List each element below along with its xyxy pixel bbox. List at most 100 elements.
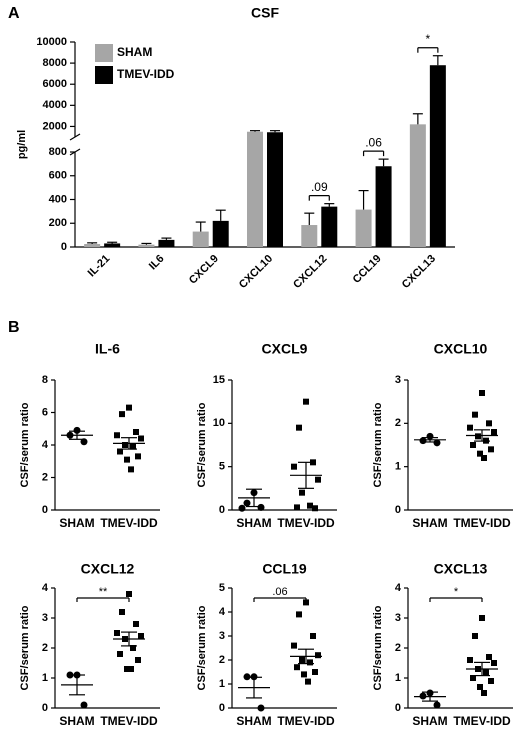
data-point (122, 442, 128, 448)
data-point (305, 678, 311, 685)
data-point (312, 669, 318, 675)
data-point (433, 439, 441, 447)
y-axis-label: CSF/serum ratio (372, 605, 384, 690)
y-tick-upper-label: 6000 (43, 78, 67, 90)
x-tick-label: IL-21 (86, 253, 113, 280)
significance-label: * (454, 586, 459, 598)
axis-break (69, 133, 81, 141)
data-point (303, 599, 309, 606)
y-tick-label: 600 (49, 170, 67, 182)
data-point (315, 652, 321, 659)
y-axis-label: CSF/serum ratio (19, 402, 31, 487)
bar (104, 243, 121, 247)
data-point (491, 429, 497, 435)
x-tick-label: CXCL12 (291, 253, 329, 291)
data-point (299, 657, 305, 663)
y-axis-label: CSF/serum ratio (372, 402, 384, 487)
significance-label: .09 (311, 180, 328, 194)
x-tick-label: CXCL10 (237, 253, 275, 291)
y-tick-label: 4 (42, 582, 49, 594)
data-point (479, 615, 485, 621)
y-tick-label: 1 (219, 678, 225, 690)
y-axis-label: CSF/serum ratio (19, 605, 31, 690)
significance-label: ** (99, 586, 108, 598)
data-point (479, 390, 485, 396)
data-point (296, 611, 302, 618)
data-point (80, 438, 88, 446)
chart-title: CSF (251, 5, 279, 21)
bar (158, 239, 175, 247)
significance-label: * (426, 32, 431, 46)
data-point (477, 450, 483, 457)
y-tick-upper-label: 2000 (43, 120, 67, 132)
data-point (483, 669, 489, 675)
data-point (433, 701, 441, 709)
data-point (117, 448, 123, 455)
bar (138, 244, 155, 247)
y-tick-label: 6 (42, 406, 48, 418)
panel-label: A (8, 5, 20, 22)
y-axis-label: pg/ml (16, 130, 28, 159)
y-tick-label: 2 (219, 654, 225, 666)
x-tick-label: SHAM (59, 714, 94, 728)
x-tick-label: SHAM (59, 516, 94, 530)
data-point (128, 466, 134, 473)
y-tick-label: 3 (395, 374, 401, 386)
y-tick-label: 2 (42, 471, 48, 483)
y-tick-label: 2 (42, 642, 48, 654)
data-point (310, 633, 316, 639)
data-point (238, 504, 246, 512)
y-tick-label: 10 (213, 417, 225, 429)
data-point (488, 446, 494, 453)
data-point (488, 678, 494, 684)
chart-title: IL-6 (95, 341, 120, 357)
y-tick-upper-label: 8000 (43, 57, 67, 69)
data-point (119, 609, 125, 615)
data-point (80, 701, 88, 709)
data-point (243, 499, 251, 507)
data-point (126, 591, 132, 597)
y-tick-label: 0 (219, 702, 225, 714)
legend-label: SHAM (117, 45, 152, 59)
data-point (133, 429, 139, 435)
data-point (138, 435, 144, 442)
data-point (124, 666, 130, 672)
chart-title: CXCL13 (434, 561, 488, 577)
legend-label: TMEV-IDD (117, 67, 175, 81)
chart-title: CXCL12 (81, 561, 135, 577)
bar (375, 166, 392, 247)
data-point (470, 442, 476, 448)
data-point (117, 651, 123, 657)
data-point (481, 690, 487, 696)
x-tick-label: TMEV-IDD (277, 516, 335, 530)
data-point (472, 411, 478, 418)
bar (429, 65, 446, 247)
data-point (467, 424, 473, 431)
y-tick-label: 1 (395, 461, 401, 473)
data-point (467, 657, 473, 663)
significance-label: .06 (365, 135, 382, 149)
bar (192, 231, 209, 247)
data-point (307, 659, 313, 666)
x-tick-label: TMEV-IDD (100, 516, 158, 530)
data-point (138, 633, 144, 639)
x-tick-label: CXCL9 (187, 253, 221, 287)
data-point (315, 476, 321, 483)
bar (247, 131, 263, 247)
data-point (312, 505, 318, 512)
data-point (130, 443, 136, 450)
data-point (119, 411, 125, 418)
x-tick-label: TMEV-IDD (453, 714, 511, 728)
x-tick-label: SHAM (236, 714, 271, 728)
y-tick-label: 0 (42, 702, 48, 714)
x-tick-label: CCL19 (351, 253, 384, 286)
data-point (486, 420, 492, 427)
data-point (291, 642, 297, 649)
x-tick-label: TMEV-IDD (453, 516, 511, 530)
data-point (307, 502, 313, 509)
data-point (301, 671, 307, 678)
data-point (114, 432, 120, 439)
y-tick-upper-label: 4000 (43, 99, 67, 111)
